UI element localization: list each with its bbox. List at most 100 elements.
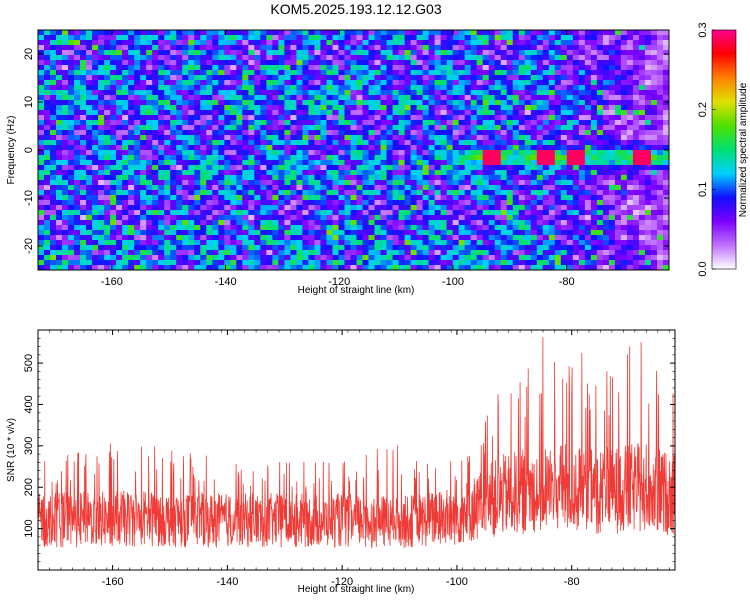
spectrogram-cell	[224, 75, 231, 81]
spectrogram-cell	[572, 260, 580, 266]
spectrogram-cell	[56, 160, 63, 166]
spectrogram-cell	[242, 125, 249, 131]
spectrogram-cell	[464, 170, 472, 176]
spectrogram-cell	[554, 220, 562, 226]
spectrogram-cell	[542, 50, 550, 56]
spectrogram-cell	[554, 205, 562, 211]
spectrogram-cell	[356, 165, 363, 171]
spectrogram-cell	[242, 55, 249, 61]
spectrogram-cell	[644, 90, 652, 96]
spectrogram-cell	[188, 145, 195, 151]
spectrogram-cell	[326, 85, 333, 91]
spectrogram-cell	[584, 40, 592, 46]
spectrogram-cell	[506, 50, 514, 56]
spectrogram-cell	[170, 90, 177, 96]
spectrogram-cell	[548, 35, 556, 41]
spectrogram-cell	[236, 100, 243, 106]
spectrogram-cell	[314, 100, 321, 106]
spectrogram-cell	[86, 45, 93, 51]
spectrogram-cell	[194, 165, 201, 171]
spectrogram-cell	[452, 190, 460, 196]
spectrogram-cell	[602, 50, 610, 56]
spectrogram-cell	[182, 260, 189, 266]
spectrogram-cell	[266, 225, 273, 231]
spectrogram-cell	[290, 75, 297, 81]
spectrogram-cell	[98, 115, 105, 121]
spectrogram-cell	[362, 190, 369, 196]
spectrogram-cell	[410, 110, 417, 116]
spectrogram-cell	[110, 105, 117, 111]
spectrogram-cell	[500, 90, 508, 96]
spectrogram-cell	[188, 230, 195, 236]
spectrogram-cell	[644, 160, 652, 166]
spectrogram-cell	[620, 75, 628, 81]
spectrogram-cell	[266, 135, 273, 141]
spectrogram-cell	[332, 115, 339, 121]
spectrogram-cell	[80, 210, 87, 216]
spectrogram-cell	[602, 165, 610, 171]
spectrogram-cell	[578, 180, 586, 186]
spectrogram-cell	[74, 160, 81, 166]
spectrogram-cell	[602, 170, 610, 176]
spectrogram-cell	[428, 210, 436, 216]
spectrogram-cell	[188, 95, 195, 101]
spectrogram-cell	[182, 85, 189, 91]
spectrogram-cell	[332, 85, 339, 91]
spectrogram-cell	[206, 135, 213, 141]
spectrogram-cell	[536, 110, 544, 116]
spectrogram-cell	[122, 45, 129, 51]
spectrogram-cell	[98, 95, 105, 101]
spectrogram-cell	[428, 215, 436, 221]
spectrogram-cell	[182, 125, 189, 131]
spectrogram-cell	[152, 35, 159, 41]
spectrogram-cell	[230, 155, 237, 161]
spectrogram-cell	[632, 75, 640, 81]
spectrogram-cell	[644, 235, 652, 241]
spectrogram-cell	[230, 215, 237, 221]
spectrogram-cell	[296, 155, 303, 161]
spectrogram-cell	[560, 175, 568, 181]
spectrogram-cell	[236, 90, 243, 96]
spectrogram-cell	[368, 130, 375, 136]
spectrogram-cell	[548, 45, 556, 51]
spectrogram-cell	[392, 45, 399, 51]
spectrogram-cell	[176, 90, 183, 96]
spectrogram-cell	[272, 35, 279, 41]
spectrogram-cell	[446, 30, 454, 36]
spectrogram-cell	[248, 170, 255, 176]
spectrogram-cell	[632, 200, 640, 206]
spectrogram-cell	[554, 110, 562, 116]
spectrogram-cell	[554, 40, 562, 46]
spectrogram-cell	[344, 120, 351, 126]
spectrogram-cell	[470, 85, 478, 91]
spectrogram-cell	[284, 200, 291, 206]
spectrogram-cell	[440, 125, 448, 131]
spectrogram-cell	[356, 250, 363, 256]
spectrogram-cell	[374, 240, 381, 246]
spectrogram-cell	[494, 110, 502, 116]
spectrogram-cell	[128, 90, 135, 96]
spectrogram-cell	[596, 190, 604, 196]
spectrogram-cell	[644, 80, 652, 86]
spectrogram-cell	[284, 70, 291, 76]
spectrogram-cell	[458, 125, 466, 131]
spectrogram-cell	[98, 110, 105, 116]
spectrogram-cell	[80, 205, 87, 211]
spectrogram-cell	[656, 195, 664, 201]
spectrogram-cell	[218, 95, 225, 101]
spectrogram-cell	[260, 120, 267, 126]
spectrogram-cell	[356, 195, 363, 201]
spectrogram-cell	[500, 170, 508, 176]
spectrogram-cell	[380, 55, 387, 61]
spectrogram-cell	[530, 65, 538, 71]
spectrogram-cell	[302, 55, 309, 61]
spectrogram-cell	[272, 90, 279, 96]
spectrogram-cell	[590, 115, 598, 121]
spectrogram-cell	[254, 135, 261, 141]
spectrogram-cell	[182, 55, 189, 61]
spectrogram-cell	[602, 240, 610, 246]
spectrogram-cell	[188, 105, 195, 111]
spectrogram-cell	[380, 135, 387, 141]
spectrogram-cell	[404, 90, 411, 96]
spectrogram-cell	[254, 100, 261, 106]
